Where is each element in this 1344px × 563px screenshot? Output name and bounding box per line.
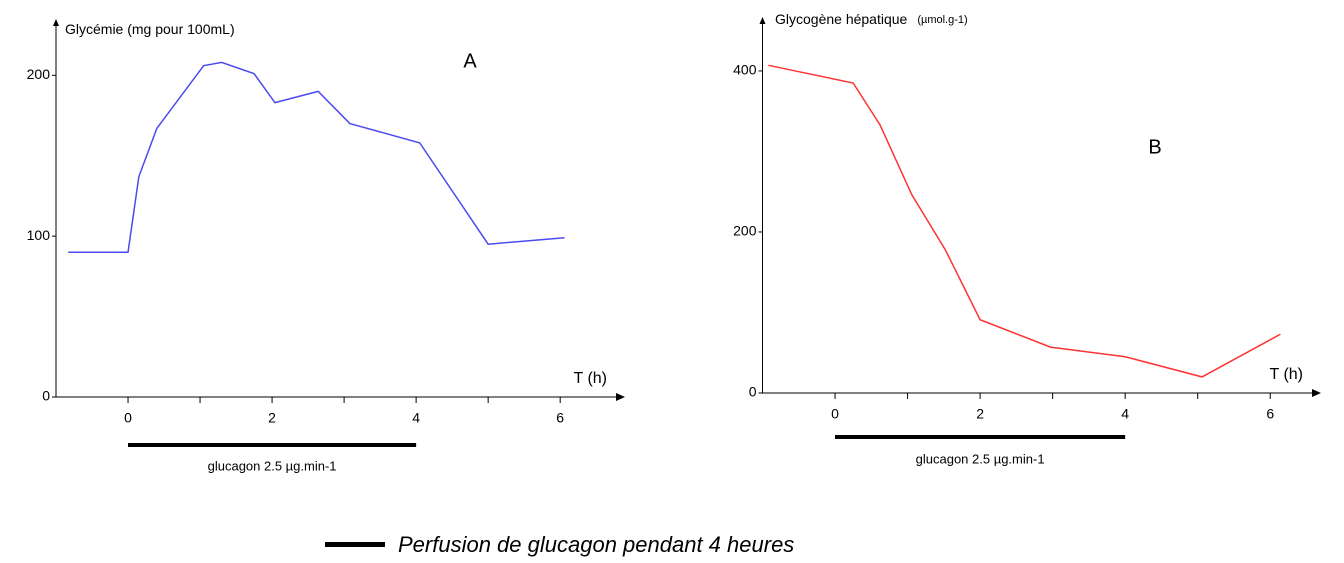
y-axis-arrow bbox=[759, 17, 766, 24]
y-tick-label: 0 bbox=[42, 388, 50, 404]
glucagon-label: glucagon 2.5 µg.min-1 bbox=[208, 458, 337, 473]
y-axis-unit: (µmol.g-1) bbox=[917, 14, 967, 26]
y-axis-title-text: Glycogène hépatique bbox=[775, 11, 908, 27]
x-tick-label: 4 bbox=[412, 410, 420, 426]
y-axis-title: Glycémie (mg pour 100mL) bbox=[65, 21, 235, 37]
legend-swatch bbox=[325, 542, 385, 547]
glucagon-bar bbox=[835, 435, 1126, 439]
x-axis-arrow bbox=[1312, 389, 1321, 397]
x-tick-label: 6 bbox=[1266, 406, 1274, 422]
x-tick-label: 0 bbox=[124, 410, 132, 426]
x-axis-arrow bbox=[616, 393, 625, 401]
y-axis-arrow bbox=[53, 19, 59, 26]
glucagon-bar bbox=[128, 443, 417, 447]
legend-text: Perfusion de glucagon pendant 4 heures bbox=[398, 532, 794, 557]
y-axis-title-text: Glycémie (mg pour 100mL) bbox=[65, 21, 235, 37]
x-axis-title: T (h) bbox=[1270, 366, 1303, 383]
y-tick-label: 0 bbox=[749, 384, 757, 400]
y-axis-title: Glycogène hépatique (µmol.g-1) bbox=[775, 11, 968, 27]
y-tick-label: 100 bbox=[27, 227, 51, 243]
y-tick-label: 400 bbox=[733, 62, 757, 78]
panel-label: B bbox=[1148, 136, 1161, 158]
panel-label: A bbox=[463, 50, 477, 72]
y-tick-label: 200 bbox=[733, 223, 757, 239]
x-axis-title: T (h) bbox=[574, 370, 607, 387]
x-tick-label: 2 bbox=[976, 406, 984, 422]
y-tick-label: 200 bbox=[27, 66, 51, 82]
x-tick-label: 4 bbox=[1121, 406, 1129, 422]
x-tick-label: 6 bbox=[556, 410, 564, 426]
x-tick-label: 2 bbox=[268, 410, 276, 426]
data-line bbox=[68, 61, 565, 253]
x-tick-label: 0 bbox=[831, 406, 839, 422]
data-line bbox=[768, 64, 1281, 378]
glucagon-label: glucagon 2.5 µg.min-1 bbox=[916, 451, 1045, 466]
